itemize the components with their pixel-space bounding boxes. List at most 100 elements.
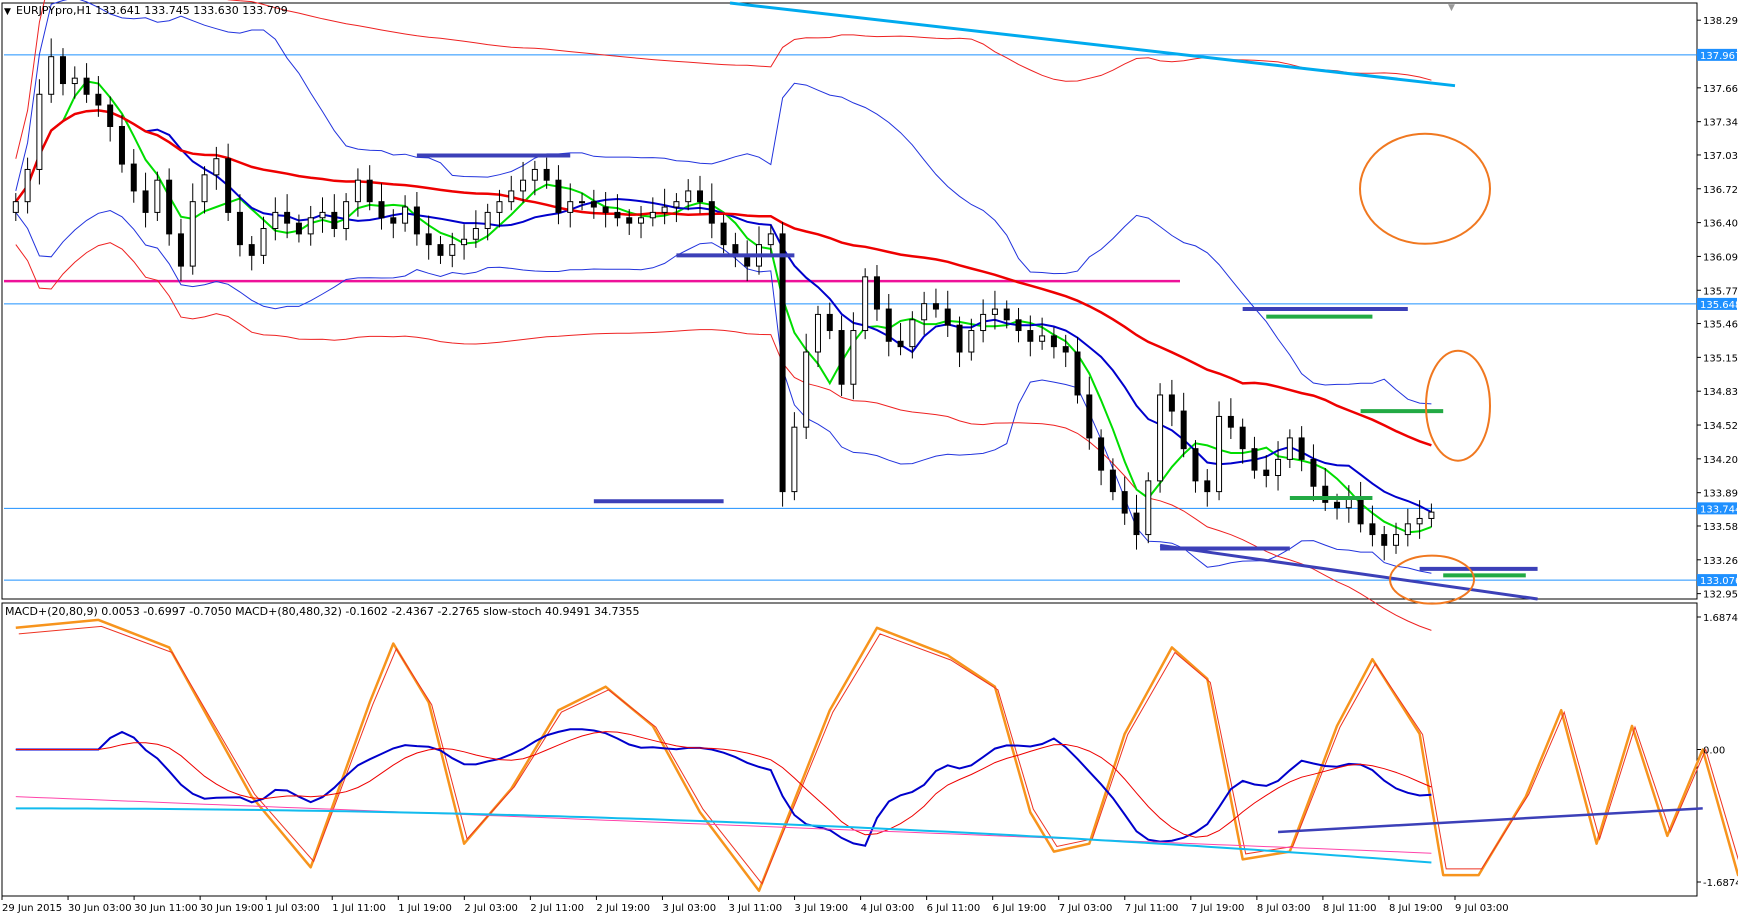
x-tick-label: 30 Jun 03:00 [68, 903, 132, 914]
bull-candle [803, 351, 810, 428]
bear-candle [1180, 410, 1187, 450]
bear-candle [248, 244, 255, 256]
bear-candle [956, 324, 963, 353]
bear-candle [555, 179, 562, 213]
bull-candle [520, 179, 527, 192]
price-marker-label: 135.648 [1700, 300, 1738, 311]
bull-candle [402, 206, 409, 224]
bear-candle [590, 201, 597, 208]
bear-candle [83, 77, 90, 95]
bull-candle [12, 201, 19, 213]
bear-candle [59, 56, 66, 85]
y-tick-label: 137.345 [1703, 118, 1738, 129]
bull-candle [319, 211, 326, 219]
bull-candle [189, 201, 196, 267]
bull-candle [850, 330, 857, 385]
bear-candle [543, 168, 550, 181]
bear-candle [1062, 346, 1069, 353]
bear-candle [602, 206, 609, 213]
bull-candle [1428, 511, 1435, 519]
bear-candle [331, 211, 338, 230]
y-tick-label: 133.890 [1703, 489, 1738, 500]
bear-candle [838, 330, 845, 385]
macd-slow-signal-line [15, 807, 1432, 864]
bear-candle [1227, 415, 1234, 428]
bear-candle [390, 217, 397, 224]
x-tick-label: 3 Jul 11:00 [729, 903, 783, 914]
x-tick-label: 6 Jul 19:00 [993, 903, 1047, 914]
bull-candle [638, 217, 645, 224]
x-tick-label: 30 Jun 19:00 [200, 903, 264, 914]
bull-candle [862, 276, 869, 332]
bear-candle [1381, 534, 1388, 546]
bear-candle [779, 233, 786, 493]
bear-candle [932, 303, 939, 310]
bear-candle [366, 179, 373, 203]
bull-candle [484, 211, 491, 230]
bear-candle [1263, 469, 1270, 477]
channel-line [729, 1, 1456, 88]
bull-candle [1157, 394, 1164, 482]
bull-candle [531, 168, 538, 181]
macd-slow-line [15, 796, 1432, 854]
stoch-signal-line [18, 625, 1738, 885]
scroll-marker-icon[interactable]: ▼ [1448, 3, 1455, 13]
bull-candle [213, 158, 220, 176]
bull-candle [1039, 335, 1046, 342]
bollinger-outer-lower [15, 242, 1432, 631]
bull-candle [307, 217, 314, 235]
bear-candle [1369, 523, 1376, 536]
bull-candle [36, 93, 43, 170]
price-marker-label: 133.076 [1700, 576, 1738, 587]
symbol-header: EURJPYpro,H1 133.641 133.745 133.630 133… [16, 4, 288, 17]
bull-candle [154, 179, 161, 213]
bull-candle [649, 211, 656, 219]
x-tick-label: 2 Jul 11:00 [530, 903, 584, 914]
bear-candle [697, 190, 704, 203]
bear-candle [1239, 426, 1246, 450]
price-marker-box [1697, 574, 1737, 587]
sub-y-tick-label: -1.6874 [1703, 878, 1738, 889]
dropdown-icon[interactable]: ▼ [4, 7, 11, 17]
x-tick-label: 30 Jun 11:00 [134, 903, 198, 914]
bollinger-outer-upper [15, 0, 1432, 159]
bear-candle [425, 233, 432, 246]
highlight-circle [1425, 349, 1491, 462]
x-tick-label: 7 Jul 11:00 [1125, 903, 1179, 914]
bull-candle [968, 330, 975, 353]
bear-candle [118, 125, 125, 165]
x-tick-label: 9 Jul 03:00 [1455, 903, 1509, 914]
bull-candle [1275, 458, 1282, 477]
bear-candle [1027, 330, 1034, 342]
bear-candle [1192, 448, 1199, 482]
bear-candle [1204, 480, 1211, 493]
bull-candle [354, 179, 361, 203]
x-tick-label: 4 Jul 03:00 [861, 903, 915, 914]
bull-candle [661, 206, 668, 213]
bear-candle [1133, 512, 1140, 536]
bull-candle [567, 201, 574, 213]
bear-candle [626, 217, 633, 224]
bull-candle [673, 201, 680, 208]
y-tick-label: 137.660 [1703, 84, 1738, 95]
bear-candle [284, 211, 291, 224]
indicator-header: MACD+(20,80,9) 0.0053 -0.6997 -0.7050 MA… [5, 605, 640, 618]
bull-candle [449, 244, 456, 256]
highlight-circle [1359, 132, 1491, 245]
bull-candle [1416, 517, 1423, 525]
bear-candle [1121, 491, 1128, 514]
bear-candle [295, 222, 302, 235]
x-tick-label: 2 Jul 03:00 [464, 903, 518, 914]
y-tick-label: 135.775 [1703, 286, 1738, 297]
sub-y-tick-label: 1.6874 [1703, 613, 1738, 624]
x-tick-label: 7 Jul 19:00 [1191, 903, 1245, 914]
x-tick-label: 7 Jul 03:00 [1059, 903, 1113, 914]
bear-candle [826, 313, 833, 332]
bull-candle [24, 168, 31, 203]
price-marker-box [1697, 48, 1737, 61]
price-marker-label: 133.744 [1700, 504, 1738, 515]
bear-candle [1310, 458, 1317, 487]
bull-candle [201, 174, 208, 203]
